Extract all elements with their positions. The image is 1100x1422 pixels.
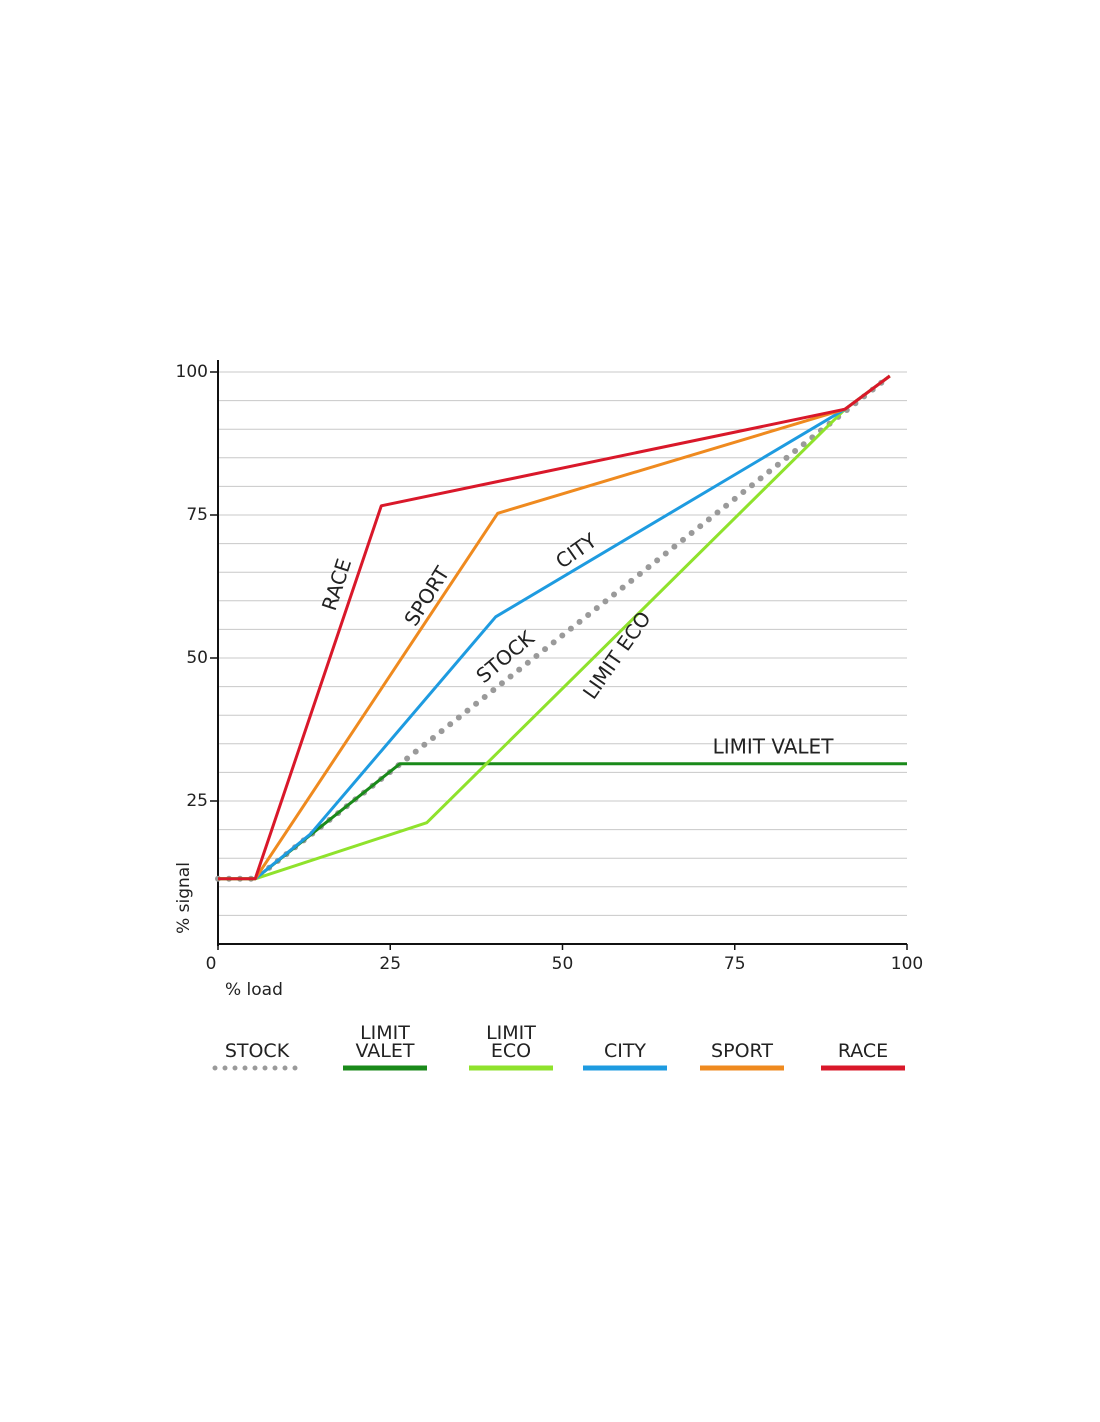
y-tick-label: 25 bbox=[186, 791, 208, 811]
legend-label: STOCK bbox=[224, 1040, 290, 1062]
legend-item: SPORT bbox=[687, 1020, 797, 1076]
y-tick-label: 50 bbox=[186, 648, 208, 668]
series-line bbox=[218, 374, 891, 881]
series-line bbox=[218, 374, 891, 881]
legend-item: STOCK bbox=[202, 1020, 312, 1076]
legend-item: LIMIT ECO bbox=[456, 1020, 566, 1076]
legend-label: RACE bbox=[837, 1040, 889, 1062]
legend-swatch bbox=[469, 1065, 553, 1071]
legend-swatch bbox=[821, 1065, 905, 1071]
legend-item: RACE bbox=[808, 1020, 918, 1076]
x-tick-label: 100 bbox=[891, 954, 923, 974]
y-axis-label: % signal bbox=[174, 862, 194, 934]
line-annotation: LIMIT VALET bbox=[713, 735, 835, 759]
x-tick-label: 75 bbox=[724, 954, 746, 974]
legend: STOCK LIMIT VALET LIMIT ECO CITY SPORT RACE bbox=[0, 1020, 1100, 1080]
x-tick-label: 25 bbox=[379, 954, 401, 974]
legend-item: LIMIT VALET bbox=[330, 1020, 440, 1076]
x-axis-label: % load bbox=[225, 980, 283, 1000]
x-tick-label: 0 bbox=[206, 954, 217, 974]
series-line bbox=[215, 373, 893, 882]
line-annotation: LIMIT ECO bbox=[578, 607, 656, 704]
legend-swatch bbox=[700, 1065, 784, 1071]
legend-swatch bbox=[343, 1065, 427, 1071]
line-annotation: CITY bbox=[551, 528, 602, 574]
y-tick-label: 100 bbox=[176, 362, 208, 382]
legend-label: LIMIT VALET bbox=[355, 1022, 415, 1062]
legend-label: SPORT bbox=[711, 1040, 773, 1062]
legend-swatch bbox=[212, 1065, 302, 1071]
legend-item: CITY bbox=[570, 1020, 680, 1076]
legend-label: CITY bbox=[603, 1040, 647, 1062]
line-annotation: RACE bbox=[317, 556, 356, 614]
legend-swatch bbox=[583, 1065, 667, 1071]
y-tick-label: 75 bbox=[186, 505, 208, 525]
x-tick-label: 50 bbox=[552, 954, 574, 974]
legend-label: LIMIT ECO bbox=[486, 1022, 536, 1062]
